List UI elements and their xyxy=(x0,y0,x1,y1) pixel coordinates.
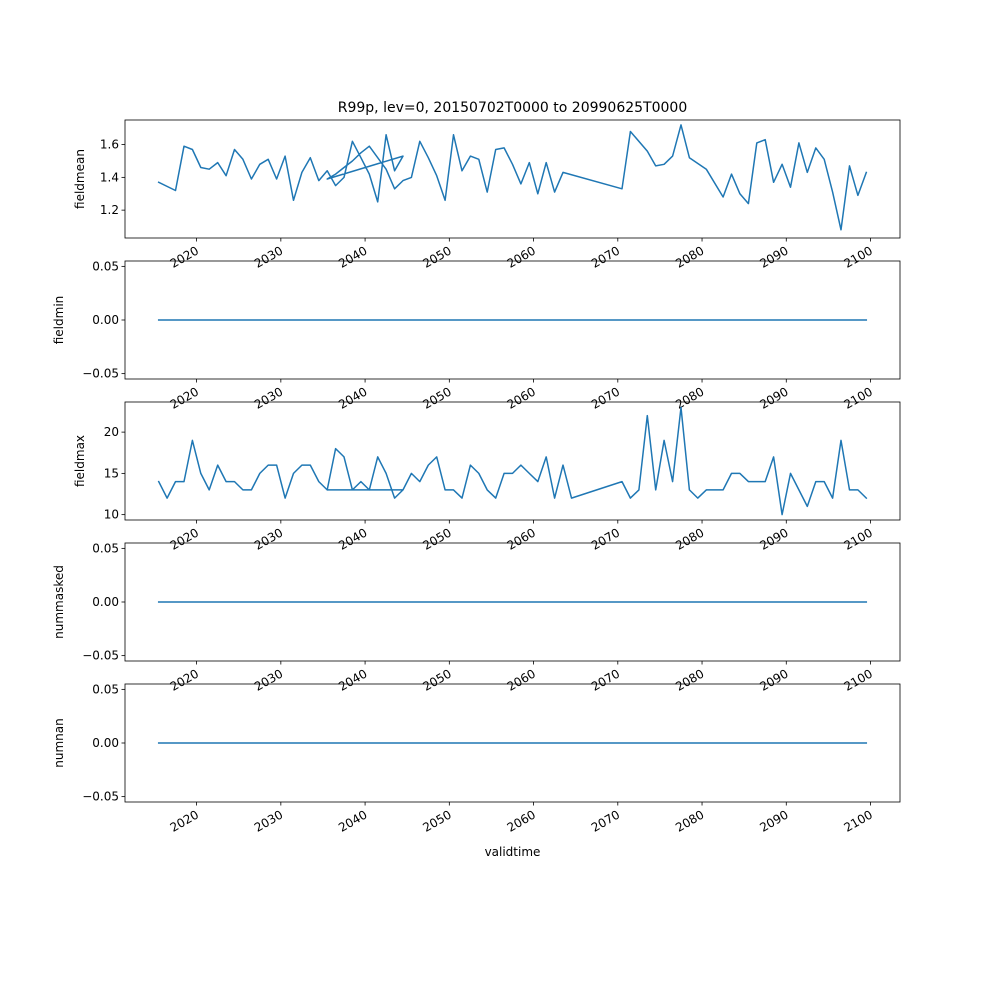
y-tick-label: 0.05 xyxy=(92,259,119,273)
x-tick-label: 2020 xyxy=(168,807,201,834)
x-tick-label: 2060 xyxy=(505,525,538,552)
plot-frame xyxy=(124,119,901,239)
x-tick-label: 2050 xyxy=(420,525,453,552)
x-tick-label: 2090 xyxy=(757,666,790,693)
x-tick-label: 2020 xyxy=(168,243,201,270)
x-tick-label: 2090 xyxy=(757,243,790,270)
x-tick-label: 2060 xyxy=(505,807,538,834)
chart-panel-fieldmin: −0.05 0.00 0.05 2020 2030 2040 2050 2060 2070 208… xyxy=(52,259,901,412)
x-tick-label: 2080 xyxy=(673,666,706,693)
x-tick-label: 2040 xyxy=(336,243,369,270)
y-tick-label: 10 xyxy=(104,508,119,522)
x-tick-label: 2050 xyxy=(420,807,453,834)
chart-panel-numnan: −0.05 0.00 0.05 2020 2030 2040 2050 2060 2070 208… xyxy=(52,682,901,835)
x-tick-label: 2020 xyxy=(168,384,201,411)
y-tick-label: 0.05 xyxy=(92,541,119,555)
y-axis-label: fieldmin xyxy=(52,296,66,345)
y-tick-label: 0.00 xyxy=(92,595,119,609)
x-tick-label: 2090 xyxy=(757,525,790,552)
x-tick-label: 2070 xyxy=(589,243,622,270)
chart-title: R99p, lev=0, 20150702T0000 to 20990625T0… xyxy=(338,100,688,116)
x-tick-label: 2070 xyxy=(589,807,622,834)
x-tick-label: 2080 xyxy=(673,807,706,834)
x-tick-label: 2040 xyxy=(336,525,369,552)
y-tick-label: 0.00 xyxy=(92,313,119,327)
x-tick-label: 2050 xyxy=(420,384,453,411)
x-axis-label: validtime xyxy=(485,845,541,859)
y-axis-label: numnan xyxy=(52,718,66,767)
x-tick-label: 2030 xyxy=(252,384,285,411)
x-tick-label: 2040 xyxy=(336,807,369,834)
x-tick-label: 2100 xyxy=(842,807,875,834)
x-tick-label: 2040 xyxy=(336,384,369,411)
x-tick-label: 2080 xyxy=(673,525,706,552)
x-tick-label: 2070 xyxy=(589,525,622,552)
x-tick-label: 2060 xyxy=(505,384,538,411)
x-tick-label: 2070 xyxy=(589,384,622,411)
x-tick-label: 2030 xyxy=(252,666,285,693)
y-axis-label: fieldmax xyxy=(73,435,87,487)
x-tick-label: 2100 xyxy=(842,384,875,411)
y-axis-label: nummasked xyxy=(52,565,66,639)
y-tick-label: 1.4 xyxy=(100,170,119,184)
y-tick-label: −0.05 xyxy=(82,790,119,804)
x-tick-label: 2050 xyxy=(420,666,453,693)
series-line-fieldmean xyxy=(157,124,868,231)
x-tick-label: 2040 xyxy=(336,666,369,693)
y-tick-label: 0.05 xyxy=(92,682,119,696)
y-tick-label: 1.6 xyxy=(100,138,119,152)
y-tick-label: −0.05 xyxy=(82,367,119,381)
x-tick-label: 2100 xyxy=(842,666,875,693)
x-tick-label: 2080 xyxy=(673,243,706,270)
plot-frame xyxy=(124,401,901,521)
series-line-fieldmax xyxy=(157,406,868,516)
y-tick-label: 15 xyxy=(104,466,119,480)
x-tick-label: 2020 xyxy=(168,525,201,552)
chart-panel-fieldmean: 1.2 1.4 1.6 2020 2030 2040 2050 2060 2070 2080 209… xyxy=(73,119,901,271)
x-tick-label: 2060 xyxy=(505,243,538,270)
x-tick-label: 2020 xyxy=(168,666,201,693)
x-tick-label: 2030 xyxy=(252,525,285,552)
y-axis-label: fieldmean xyxy=(73,149,87,209)
x-tick-label: 2030 xyxy=(252,243,285,270)
x-tick-label: 2090 xyxy=(757,807,790,834)
x-tick-label: 2100 xyxy=(842,243,875,270)
x-tick-label: 2050 xyxy=(420,243,453,270)
x-tick-label: 2100 xyxy=(842,525,875,552)
y-tick-label: 20 xyxy=(104,425,119,439)
x-tick-label: 2070 xyxy=(589,666,622,693)
x-tick-label: 2090 xyxy=(757,384,790,411)
chart-panel-nummasked: −0.05 0.00 0.05 2020 2030 2040 2050 2060 2070 208… xyxy=(52,541,901,694)
y-tick-label: 1.2 xyxy=(100,203,119,217)
x-tick-label: 2060 xyxy=(505,666,538,693)
y-tick-label: 0.00 xyxy=(92,736,119,750)
x-tick-label: 2030 xyxy=(252,807,285,834)
y-tick-label: −0.05 xyxy=(82,649,119,663)
x-tick-label: 2080 xyxy=(673,384,706,411)
